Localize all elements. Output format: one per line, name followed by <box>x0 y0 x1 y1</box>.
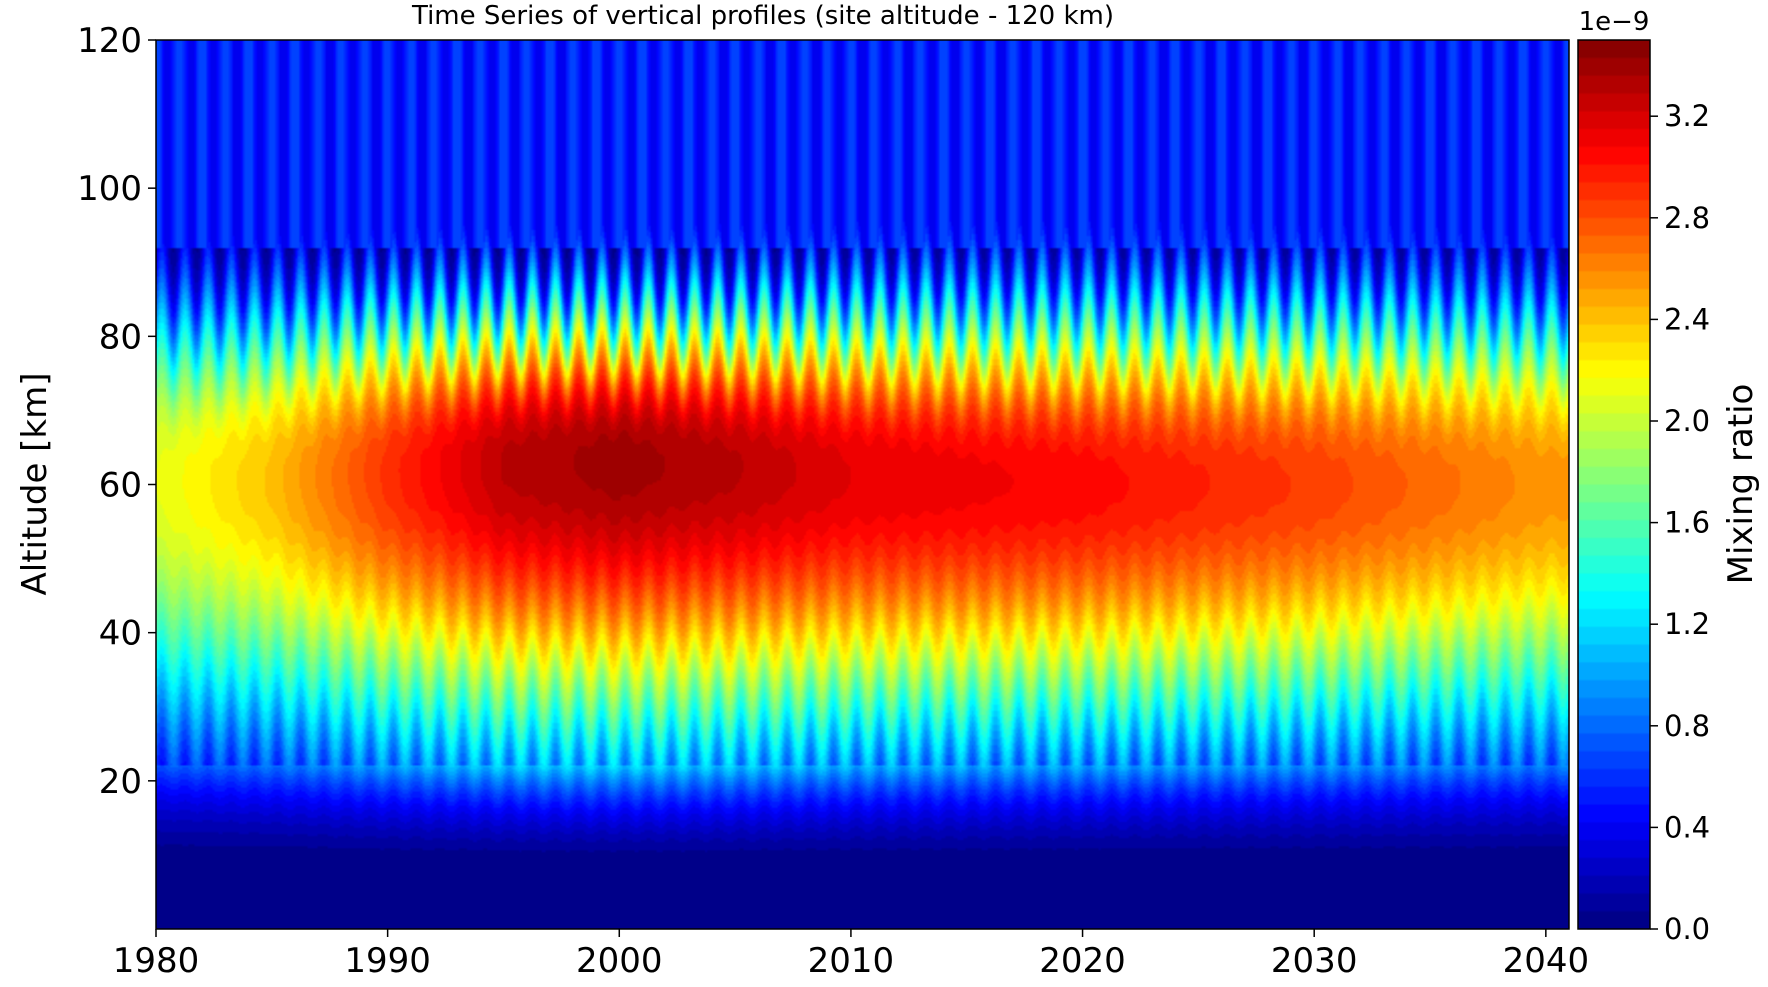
x-tick-label: 2020 <box>1039 941 1126 981</box>
chart-title: Time Series of vertical profiles (site a… <box>411 1 1114 31</box>
x-axis: 1980 1990 2000 2010 2020 2030 2040 <box>113 929 1589 981</box>
colorbar: 0.0 0.4 0.8 1.2 1.6 2.0 2.4 2.8 3.2 1e−9 Mixing … <box>1577 7 1761 946</box>
y-tick-label: 40 <box>99 614 142 654</box>
plot-area <box>155 39 1570 930</box>
colorbar-tick-label: 2.8 <box>1664 201 1710 235</box>
x-tick-label: 1980 <box>113 941 200 981</box>
y-tick-label: 100 <box>77 169 142 209</box>
colorbar-tick-label: 3.2 <box>1664 99 1710 133</box>
x-tick-label: 2000 <box>576 941 663 981</box>
colorbar-tick-label: 0.0 <box>1664 912 1710 946</box>
y-tick-label: 120 <box>77 21 142 61</box>
colorbar-image <box>1578 40 1650 929</box>
x-tick-label: 2010 <box>808 941 895 981</box>
colorbar-exponent-label: 1e−9 <box>1579 7 1650 37</box>
colorbar-tick-label: 0.8 <box>1664 709 1710 743</box>
heatmap-image <box>156 40 1569 929</box>
colorbar-tick-label: 0.4 <box>1664 810 1710 844</box>
colorbar-tick-label: 1.6 <box>1664 506 1710 540</box>
x-tick-label: 1990 <box>344 941 431 981</box>
x-tick-label: 2040 <box>1503 941 1590 981</box>
colorbar-tick-label: 1.2 <box>1664 607 1710 641</box>
y-tick-label: 80 <box>99 317 142 357</box>
colorbar-label: Mixing ratio <box>1721 384 1761 585</box>
y-tick-label: 20 <box>99 762 142 802</box>
colorbar-ticks: 0.0 0.4 0.8 1.2 1.6 2.0 2.4 2.8 3.2 <box>1650 99 1710 946</box>
colorbar-tick-label: 2.4 <box>1664 302 1710 336</box>
colorbar-tick-label: 2.0 <box>1664 404 1710 438</box>
y-axis: 20 40 60 80 100 120 <box>77 21 156 802</box>
y-axis-label: Altitude [km] <box>15 372 55 595</box>
colorbar-frame <box>1577 39 1651 930</box>
y-tick-label: 60 <box>99 466 142 506</box>
x-tick-label: 2030 <box>1271 941 1358 981</box>
